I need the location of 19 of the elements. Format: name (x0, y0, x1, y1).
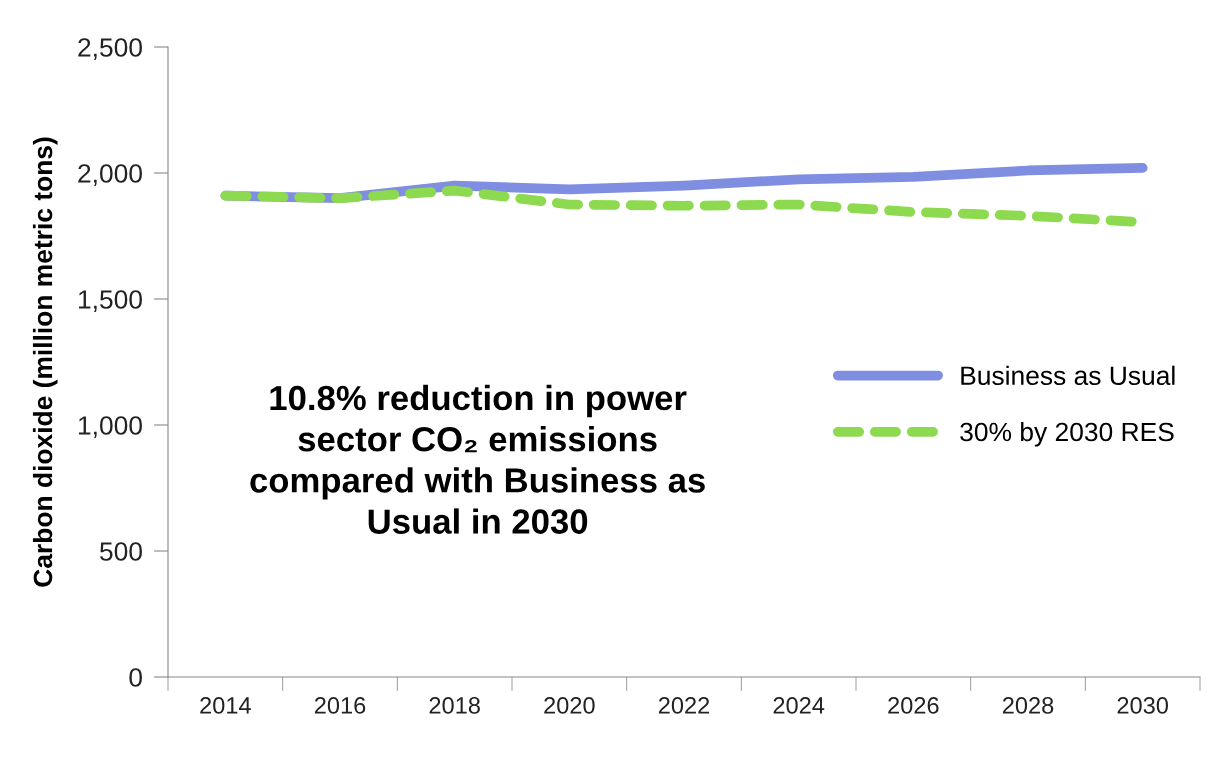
x-tick-label: 2022 (658, 697, 710, 714)
x-tick-label: 2014 (200, 697, 251, 714)
x-tick-label: 2018 (429, 697, 480, 714)
x-tick-label: 2020 (544, 697, 595, 714)
y-tick-label: 0 (129, 668, 142, 687)
x-tick-label: 2026 (888, 697, 939, 714)
x-tick-label: 2024 (773, 697, 825, 714)
x-tick-label: 2016 (314, 697, 366, 714)
y-axis-title: Carbon dioxide (million metric tons) (32, 137, 58, 587)
y-tick-label: 500 (100, 542, 142, 561)
x-tick-label: 2030 (1117, 697, 1169, 714)
legend-label: Business as Usual (961, 365, 1175, 386)
y-tick-label: 2,000 (78, 164, 142, 186)
y-tick-label: 1,500 (78, 290, 142, 312)
legend-label: 30% by 2030 RES (960, 421, 1174, 447)
y-tick-label: 1,000 (78, 416, 142, 438)
x-tick-label: 2028 (1002, 697, 1054, 714)
y-tick-label: 2,500 (78, 38, 142, 60)
annotation: 10.8% reduction in power sector CO₂ emissions compared with Business as Usual in 2030 (250, 384, 705, 534)
